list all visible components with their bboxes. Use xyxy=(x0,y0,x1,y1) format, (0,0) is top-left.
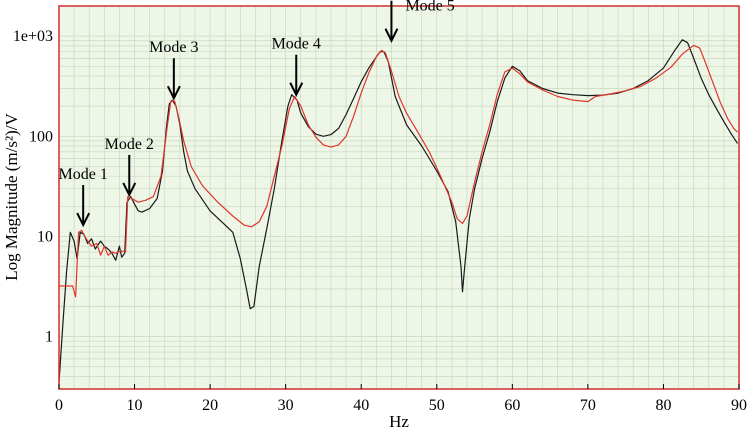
x-tick-label: 0 xyxy=(55,397,63,414)
grid-lines xyxy=(59,6,739,390)
x-tick-label: 20 xyxy=(202,397,218,414)
series-line-1 xyxy=(58,39,739,383)
annotation-mode-3: Mode 3 xyxy=(149,39,199,101)
x-tick-labels: 0 10 20 30 40 50 60 70 80 90 xyxy=(55,384,747,414)
annotation-label: Mode 2 xyxy=(105,136,154,153)
annotation-mode-5: Mode 5 xyxy=(384,0,455,43)
series-line-2 xyxy=(59,44,738,298)
annotation-mode-4: Mode 4 xyxy=(272,36,321,97)
annotation-arrow-head xyxy=(289,82,304,97)
y-tick-label: 1e+03 xyxy=(13,28,53,45)
x-axis-title: Hz xyxy=(389,412,409,431)
annotation-arrow-head xyxy=(122,182,137,198)
annotation-label: Mode 3 xyxy=(149,39,198,56)
y-axis-title: Log Magnitude (m/s²)/V xyxy=(2,113,21,281)
annotation-label: Mode 5 xyxy=(405,0,454,15)
plot-background xyxy=(59,6,739,389)
y-tick-label: 100 xyxy=(29,128,53,145)
annotation-arrow-head xyxy=(166,85,181,101)
plot-frame xyxy=(58,5,740,390)
annotation-mode-2: Mode 2 xyxy=(105,136,154,198)
y-tick-label: 1 xyxy=(45,329,53,346)
y-tick-labels: 1 10 100 1e+03 xyxy=(13,28,53,345)
x-tick-label: 90 xyxy=(731,397,747,414)
x-tick-label: 30 xyxy=(278,397,294,414)
x-tick-label: 70 xyxy=(580,397,596,414)
annotation-label: Mode 1 xyxy=(59,166,108,183)
annotation-arrow-head xyxy=(76,212,91,228)
x-tick-label: 60 xyxy=(504,397,520,414)
y-tick-label: 10 xyxy=(37,228,53,245)
x-tick-label: 40 xyxy=(353,397,369,414)
annotation-arrow-head xyxy=(384,28,399,43)
x-tick-label: 10 xyxy=(127,397,143,414)
series-group xyxy=(58,39,739,383)
x-tick-label: 50 xyxy=(429,397,445,414)
annotation-mode-1: Mode 1 xyxy=(59,166,108,228)
x-tick-label: 80 xyxy=(655,397,671,414)
annotation-label: Mode 4 xyxy=(272,36,321,53)
mode-annotations: Mode 1 Mode 2 Mode 3 Mode 4 Mode 5 xyxy=(59,0,455,228)
